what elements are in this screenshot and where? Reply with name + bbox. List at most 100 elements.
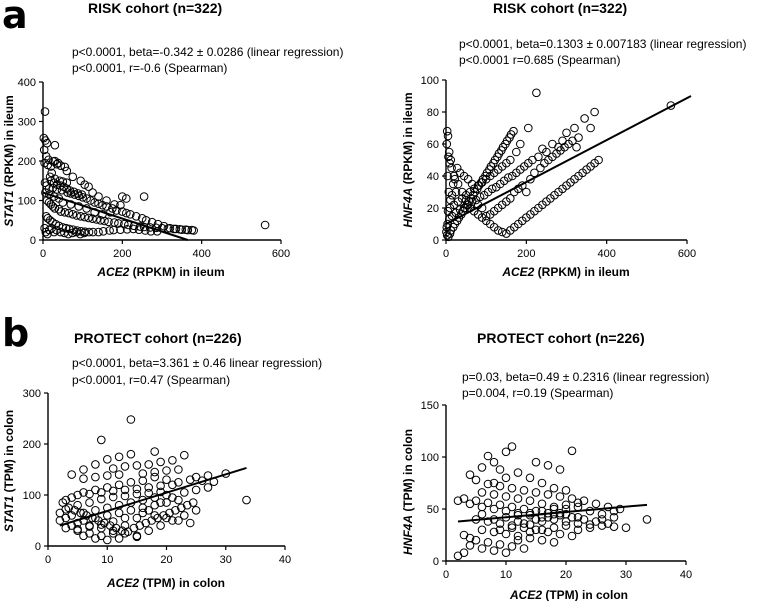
data-point [68,210,78,219]
data-point [41,136,50,145]
data-point [452,163,462,173]
data-point [507,542,517,551]
data-point [126,449,136,459]
data-point [495,500,505,510]
stats-line-2: p<0.0001, r=-0.6 (Spearman) [72,61,227,75]
chart-title: PROTECT cohort (n=226) [477,330,645,346]
data-point [446,195,455,205]
data-point [561,486,571,495]
data-point [191,472,201,482]
data-point [56,227,65,237]
data-point [114,219,123,228]
data-point [109,225,118,235]
data-point [122,194,131,203]
data-point [162,513,171,523]
data-point [507,523,517,533]
y-axis-label: HNF4A (TPM) in colon [401,429,415,555]
data-point [73,500,82,510]
data-point [102,196,111,205]
data-point [459,548,469,558]
data-point [138,469,148,478]
data-point [40,107,50,116]
data-point [479,190,489,200]
y-tick-label: 200 [18,156,36,168]
data-point [97,494,106,504]
data-point [67,470,76,479]
data-point [174,495,183,505]
data-point [175,225,185,234]
data-point [513,535,523,545]
data-point [76,229,85,239]
data-point [84,213,93,223]
data-point [483,498,493,508]
data-point [132,532,142,542]
data-point [114,534,124,543]
data-point [90,198,99,207]
data-point [597,515,607,524]
data-point [76,212,85,221]
data-point [495,465,505,474]
data-point [94,192,103,201]
data-point [609,513,619,522]
data-point [116,200,125,210]
y-tick-label: 0 [30,235,36,247]
data-point [64,229,73,239]
data-point [60,162,70,172]
data-point [549,483,559,493]
data-point [567,531,577,541]
data-point [97,435,106,445]
data-point [53,158,63,168]
y-tick-label: 40 [427,171,439,183]
data-point [131,212,141,221]
data-point [122,225,132,234]
data-point [591,517,601,526]
data-point [174,465,183,474]
data-point [55,508,65,518]
data-point [168,456,177,465]
data-point [165,508,174,518]
data-point [461,195,471,205]
data-point [453,496,463,506]
data-point [106,208,115,217]
data-point [91,534,100,543]
x-tick-label: 0 [443,569,449,581]
y-tick-label: 20 [427,203,439,215]
x-tick-label: 400 [192,248,210,260]
data-point [120,485,130,495]
data-point [594,155,603,165]
data-point [537,517,547,526]
data-point [483,517,493,526]
x-tick-label: 600 [678,248,696,260]
data-point [548,139,557,149]
data-point [108,492,118,502]
data-point [132,484,142,494]
data-point [108,526,118,536]
stats-line-2: p=0.004, r=0.19 (Spearman) [462,386,613,400]
data-point [537,499,547,509]
data-point [103,455,112,464]
data-point [162,498,171,507]
x-tick-label: 200 [517,248,535,260]
data-point [465,470,475,480]
x-tick-label: 40 [680,569,692,581]
data-point [91,472,100,482]
data-point [543,490,553,499]
axes-frame [42,82,281,241]
data-point [126,415,136,424]
data-point [549,515,559,524]
data-point [457,187,467,197]
axes-frame [445,405,686,562]
data-point [573,498,583,508]
data-point [531,457,541,467]
y-tick-label: 0 [433,235,439,247]
data-point [118,207,127,216]
data-point [531,488,541,497]
data-point [471,496,481,506]
data-point [507,521,517,530]
data-point [120,491,130,501]
data-point [568,136,577,146]
data-point [162,466,171,475]
data-point [108,529,118,538]
data-point [497,227,507,237]
data-point [79,465,88,474]
